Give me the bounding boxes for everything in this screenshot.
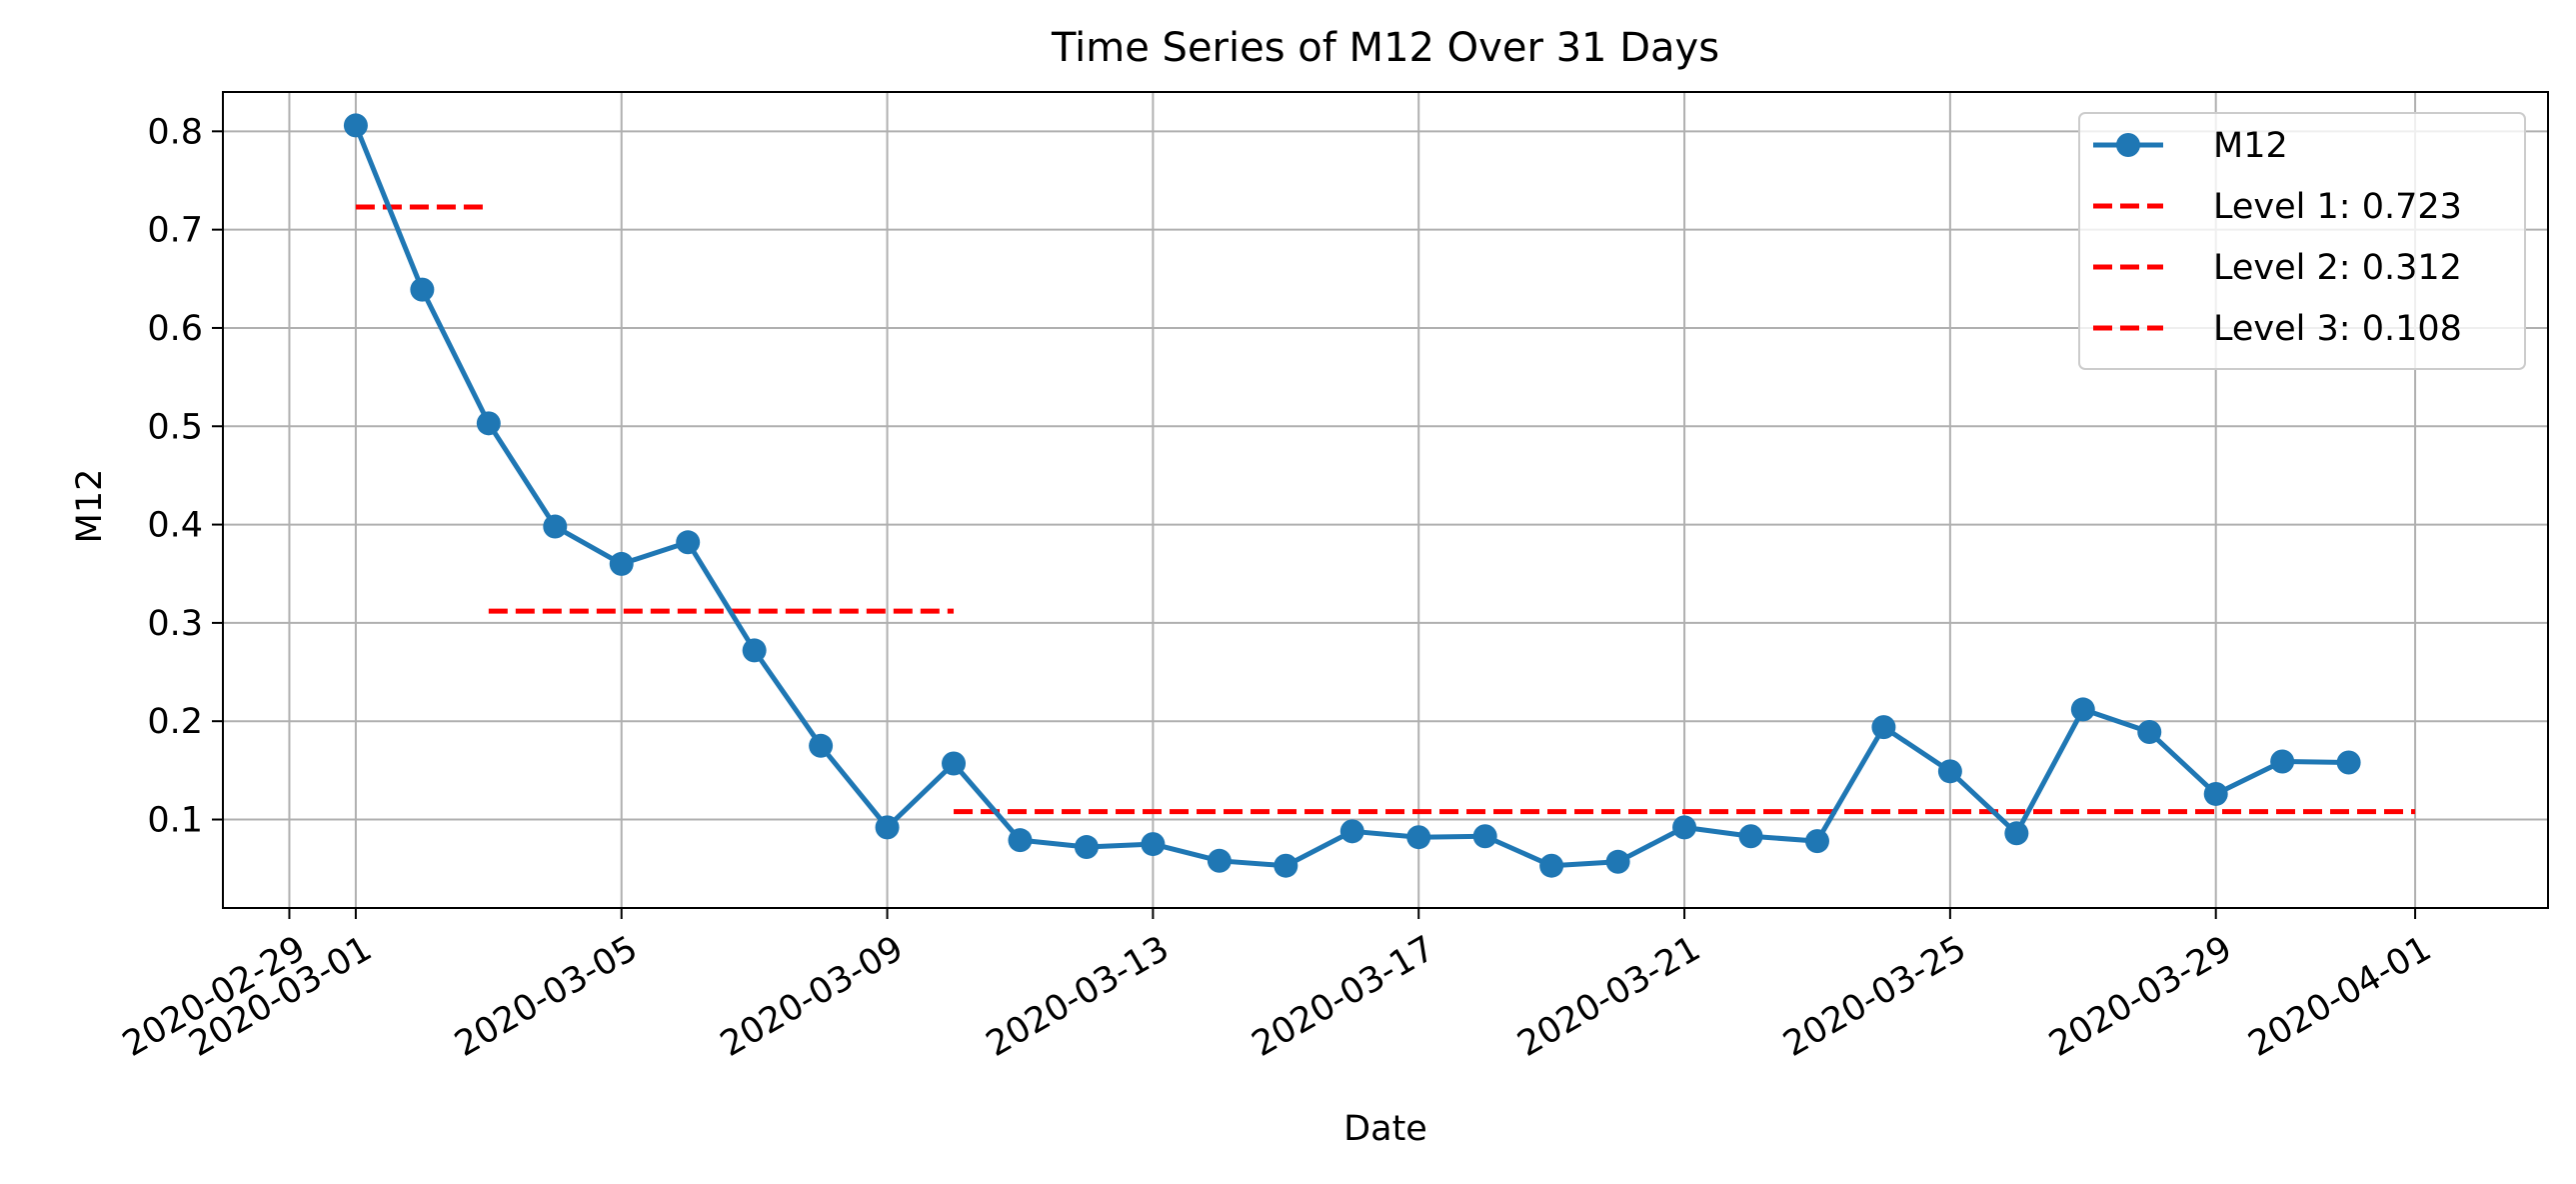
data-point bbox=[2203, 781, 2228, 806]
x-axis-label: Date bbox=[1343, 1109, 1427, 1149]
legend-handle-marker bbox=[2116, 133, 2140, 157]
data-point bbox=[1207, 848, 1232, 873]
y-tick-label: 0.7 bbox=[147, 211, 203, 251]
y-tick-label: 0.5 bbox=[147, 407, 203, 447]
level-lines-layer bbox=[355, 204, 2416, 815]
data-point bbox=[410, 277, 435, 302]
data-point bbox=[1738, 824, 1763, 849]
series-layer bbox=[343, 113, 2361, 878]
y-axis-ticks: 0.1 0.2 0.3 0.4 0.5 0.6 0.7 0.8 bbox=[147, 112, 223, 841]
legend: M12 Level 1: 0.723 Level 2: 0.312 Level 3: … bbox=[2078, 112, 2526, 370]
y-tick-label: 0.1 bbox=[147, 801, 203, 841]
y-tick-label: 0.6 bbox=[147, 309, 203, 349]
data-point bbox=[1804, 829, 1829, 854]
data-point bbox=[343, 113, 368, 138]
data-point bbox=[809, 733, 834, 758]
data-point bbox=[609, 551, 634, 576]
data-point bbox=[1141, 832, 1166, 857]
data-point bbox=[476, 411, 501, 436]
data-point bbox=[543, 514, 568, 539]
data-point bbox=[1672, 815, 1697, 840]
y-tick-label: 0.2 bbox=[147, 702, 203, 742]
data-point bbox=[2336, 750, 2361, 775]
legend-label: Level 3: 0.108 bbox=[2213, 309, 2462, 349]
y-tick-label: 0.8 bbox=[147, 112, 203, 152]
chart-title: Time Series of M12 Over 31 Days bbox=[1051, 25, 1719, 71]
y-axis-label: M12 bbox=[70, 469, 110, 544]
data-point bbox=[1605, 849, 1630, 874]
data-point bbox=[1871, 715, 1896, 740]
plot-frame bbox=[222, 91, 2549, 909]
data-point bbox=[1339, 819, 1364, 844]
data-point bbox=[1074, 835, 1099, 860]
data-point bbox=[875, 815, 900, 840]
data-point bbox=[1008, 828, 1033, 853]
data-point bbox=[742, 638, 767, 663]
data-point bbox=[1472, 824, 1497, 849]
legend-label: M12 bbox=[2213, 126, 2288, 166]
data-point bbox=[2137, 720, 2162, 745]
y-tick-label: 0.4 bbox=[147, 506, 203, 546]
data-point bbox=[1274, 853, 1298, 878]
data-point bbox=[1406, 825, 1431, 850]
data-point bbox=[1539, 853, 1564, 878]
data-point bbox=[1937, 759, 1962, 784]
data-point bbox=[942, 751, 967, 776]
data-point bbox=[2070, 697, 2095, 722]
legend-box bbox=[2078, 112, 2526, 370]
data-point bbox=[676, 530, 701, 555]
data-point bbox=[2004, 821, 2029, 846]
legend-label: Level 2: 0.312 bbox=[2213, 248, 2462, 288]
data-point bbox=[2270, 749, 2295, 774]
y-tick-label: 0.3 bbox=[147, 604, 203, 644]
legend-label: Level 1: 0.723 bbox=[2213, 187, 2462, 227]
